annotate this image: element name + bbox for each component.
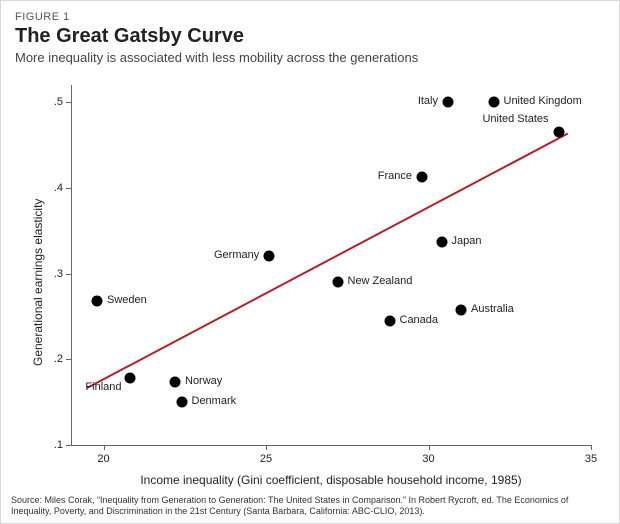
y-tick-mark [66, 359, 71, 360]
y-tick-mark [66, 445, 71, 446]
data-point [384, 315, 395, 326]
data-point-label: Denmark [192, 395, 237, 407]
y-tick-label: .1 [23, 439, 63, 451]
data-point [170, 377, 181, 388]
x-tick-mark [266, 445, 267, 450]
y-tick-label: .4 [23, 182, 63, 194]
data-point [456, 305, 467, 316]
y-tick-mark [66, 274, 71, 275]
figure-title: The Great Gatsby Curve [15, 25, 605, 48]
trend-line [87, 132, 569, 388]
data-point [176, 397, 187, 408]
data-point [417, 171, 428, 182]
data-point [436, 236, 447, 247]
x-tick-label: 35 [576, 453, 606, 465]
data-point [264, 251, 275, 262]
data-point-label: United Kingdom [504, 95, 582, 107]
y-tick-mark [66, 102, 71, 103]
x-tick-label: 30 [414, 453, 444, 465]
y-axis-title: Generational earnings elasticity [31, 198, 45, 365]
data-point-label: Italy [418, 95, 438, 107]
data-point-label: Norway [185, 375, 222, 387]
y-tick-label: .5 [23, 96, 63, 108]
data-point [332, 277, 343, 288]
x-tick-label: 20 [89, 453, 119, 465]
x-tick-mark [591, 445, 592, 450]
figure-container: FIGURE 1 The Great Gatsby Curve More ine… [0, 0, 620, 524]
x-tick-mark [429, 445, 430, 450]
figure-number: FIGURE 1 [15, 11, 605, 23]
figure-header: FIGURE 1 The Great Gatsby Curve More ine… [1, 1, 619, 69]
x-tick-mark [104, 445, 105, 450]
scatter-plot: 20253035.1.2.3.4.5Generational earnings … [71, 85, 591, 445]
y-axis [71, 85, 72, 445]
data-point [124, 373, 135, 384]
data-point-label: Japan [452, 235, 482, 247]
data-point [92, 296, 103, 307]
data-point-label: Finland [85, 381, 121, 393]
figure-source: Source: Miles Corak, “Inequality from Ge… [11, 495, 609, 518]
data-point-label: France [378, 170, 412, 182]
data-point-label: New Zealand [348, 275, 413, 287]
data-point-label: United States [482, 113, 548, 125]
data-point-label: Sweden [107, 294, 147, 306]
x-axis-title: Income inequality (Gini coefficient, dis… [71, 473, 591, 487]
figure-subtitle: More inequality is associated with less … [15, 50, 605, 65]
data-point [443, 97, 454, 108]
data-point-label: Canada [400, 314, 439, 326]
data-point [488, 97, 499, 108]
x-axis [71, 445, 591, 446]
data-point-label: Germany [214, 249, 259, 261]
data-point-label: Australia [471, 303, 514, 315]
y-tick-mark [66, 188, 71, 189]
x-tick-label: 25 [251, 453, 281, 465]
data-point [553, 127, 564, 138]
